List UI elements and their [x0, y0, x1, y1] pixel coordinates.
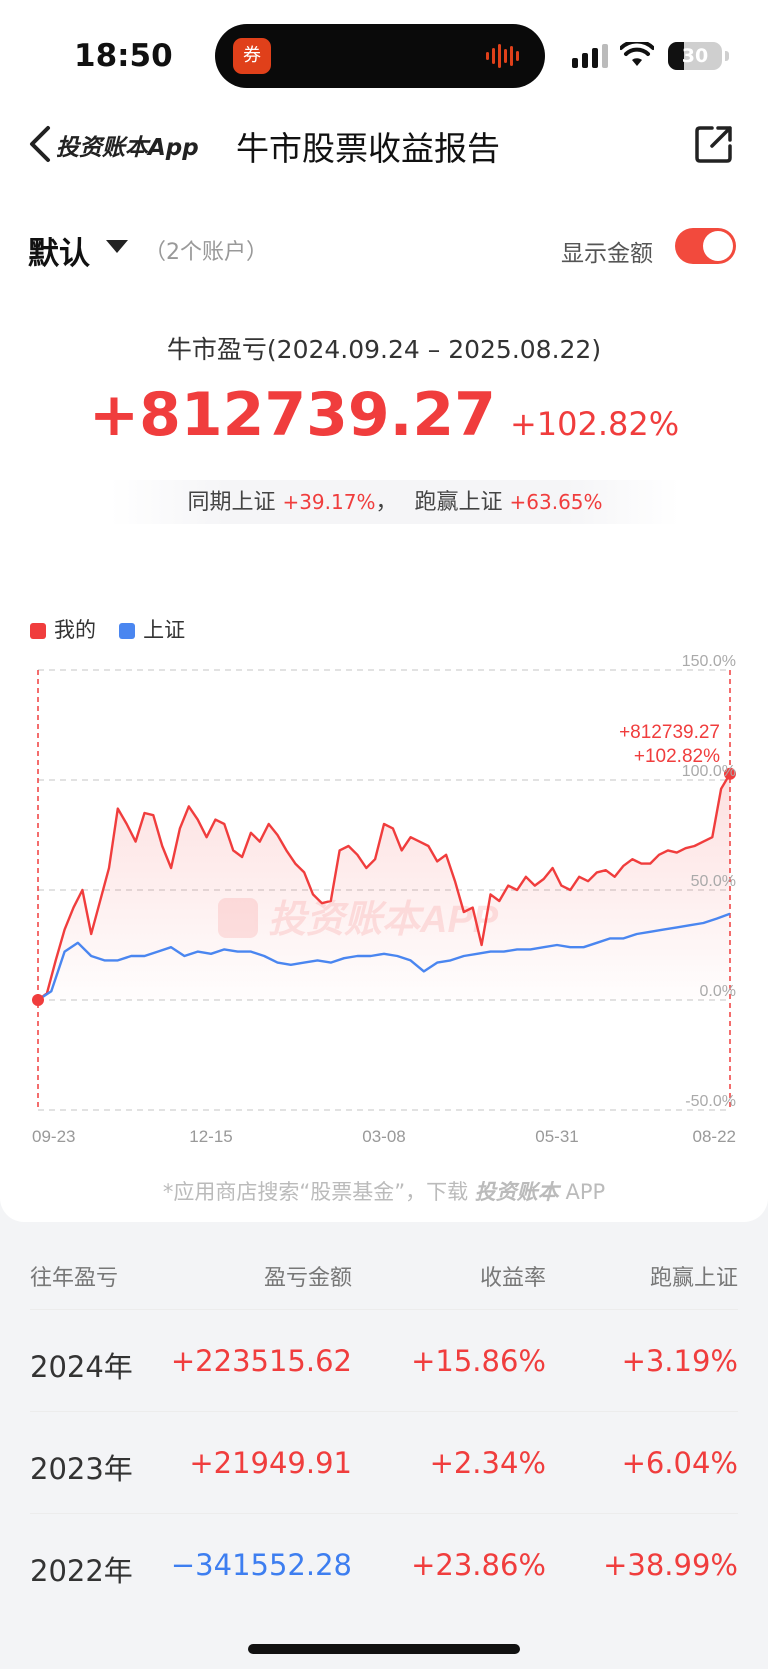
- battery-nub: [725, 51, 729, 61]
- y-tick-label: 0.0%: [700, 983, 736, 1000]
- row-year: 2022年: [30, 1554, 133, 1588]
- y-tick-label: -50.0%: [685, 1093, 736, 1110]
- x-tick-label: 05-31: [535, 1127, 578, 1146]
- account-selector[interactable]: 默认: [28, 236, 90, 272]
- total-profit-percent: +102.82%: [509, 405, 680, 443]
- series-line-index: [37, 912, 731, 1002]
- island-app-icon: 券: [233, 38, 271, 74]
- legend-mine: 我的: [30, 614, 96, 644]
- account-count: （2个账户）: [144, 240, 268, 265]
- outperform-label: 跑赢上证: [414, 490, 503, 515]
- audio-wave-icon: [486, 44, 519, 68]
- status-bar: 18:50 券 30: [0, 0, 768, 110]
- end-label-percent: +102.82%: [634, 746, 720, 767]
- battery-icon: 30: [668, 42, 729, 70]
- row-year: 2024年: [30, 1350, 133, 1384]
- back-app-label[interactable]: 投资账本App: [56, 135, 199, 161]
- row-amount: +21949.91: [189, 1446, 352, 1480]
- same-period-label: 同期上证: [187, 490, 276, 515]
- same-period-value: +39.17%: [282, 490, 376, 514]
- y-tick-label: 150.0%: [682, 653, 736, 670]
- dynamic-island[interactable]: 券: [215, 24, 545, 88]
- end-point: [724, 767, 736, 780]
- status-icons: 30: [572, 40, 729, 74]
- battery-fill: [668, 42, 685, 70]
- total-profit: +812739.27 +102.82%: [0, 380, 768, 450]
- promo-text: *应用商店搜索“股票基金”，下载 投资账本 APP: [0, 1176, 768, 1206]
- promo-prefix: *应用商店搜索“股票基金”，下载: [162, 1180, 469, 1204]
- end-label-amount: +812739.27: [619, 722, 720, 743]
- legend-mine-swatch: [30, 623, 46, 639]
- series-area-mine: [38, 773, 730, 1000]
- row-amount: −341552.28: [170, 1548, 352, 1582]
- yearly-table: 往年盈亏 盈亏金额 收益率 跑赢上证 2024年 +223515.62 +15.…: [30, 1240, 738, 1616]
- x-tick-label: 09-23: [32, 1127, 75, 1146]
- report-card: [0, 0, 768, 1222]
- header-rate: 收益率: [479, 1266, 546, 1291]
- header-year: 往年盈亏: [30, 1266, 119, 1291]
- toggle-knob: [703, 231, 733, 261]
- promo-brand: 投资账本: [474, 1180, 559, 1204]
- comparison-separator: ，: [375, 490, 398, 515]
- nav-bar: 投资账本App 牛市股票收益报告: [0, 112, 768, 176]
- table-row[interactable]: 2024年 +223515.62 +15.86% +3.19%: [30, 1310, 738, 1412]
- y-tick-label: 50.0%: [691, 873, 736, 890]
- caret-down-icon[interactable]: [106, 240, 128, 253]
- legend-index-label: 上证: [143, 618, 186, 642]
- battery-level: 30: [681, 45, 709, 67]
- share-icon[interactable]: [694, 124, 734, 164]
- table-row[interactable]: 2023年 +21949.91 +2.34% +6.04%: [30, 1412, 738, 1514]
- row-beat: +6.04%: [621, 1446, 738, 1480]
- legend-index: 上证: [119, 614, 185, 644]
- show-amount-toggle[interactable]: [675, 228, 736, 264]
- x-tick-label: 03-08: [362, 1127, 405, 1146]
- x-tick-label: 12-15: [189, 1127, 232, 1146]
- total-profit-amount: +812739.27: [88, 380, 496, 450]
- legend-mine-label: 我的: [54, 618, 96, 642]
- row-amount: +223515.62: [170, 1344, 352, 1378]
- header-beat: 跑赢上证: [649, 1266, 738, 1291]
- period-label: 牛市盈亏(2024.09.24 – 2025.08.22): [166, 335, 602, 364]
- wifi-icon: [620, 42, 654, 66]
- y-tick-label: 100.0%: [682, 763, 736, 780]
- legend-index-swatch: [119, 623, 136, 639]
- start-point: [32, 994, 44, 1006]
- row-rate: +23.86%: [411, 1548, 546, 1582]
- account-row: 默认 （2个账户） 显示金额: [0, 222, 768, 274]
- table-row[interactable]: 2022年 −341552.28 +23.86% +38.99%: [30, 1514, 738, 1616]
- page-title: 牛市股票收益报告: [236, 129, 500, 168]
- row-year: 2023年: [30, 1452, 133, 1486]
- row-rate: +2.34%: [429, 1446, 546, 1480]
- cellular-signal-icon: [572, 44, 608, 68]
- home-indicator[interactable]: [248, 1644, 520, 1654]
- chart-legend: 我的 上证: [30, 614, 203, 644]
- series-line-mine: [37, 773, 732, 1001]
- back-chevron-icon[interactable]: [26, 124, 56, 164]
- show-amount-label: 显示金额: [561, 241, 653, 267]
- row-beat: +38.99%: [603, 1548, 738, 1582]
- header-amount: 盈亏金额: [263, 1266, 352, 1291]
- status-time: 18:50: [74, 38, 173, 74]
- table-header: 往年盈亏 盈亏金额 收益率 跑赢上证: [30, 1240, 738, 1310]
- outperform-value: +63.65%: [509, 490, 603, 514]
- index-comparison: 同期上证 +39.17%， 跑赢上证 +63.65%: [110, 480, 680, 524]
- row-beat: +3.19%: [621, 1344, 738, 1378]
- x-tick-label: 08-22: [693, 1127, 736, 1146]
- promo-suffix: APP: [558, 1180, 606, 1204]
- row-rate: +15.86%: [411, 1344, 546, 1378]
